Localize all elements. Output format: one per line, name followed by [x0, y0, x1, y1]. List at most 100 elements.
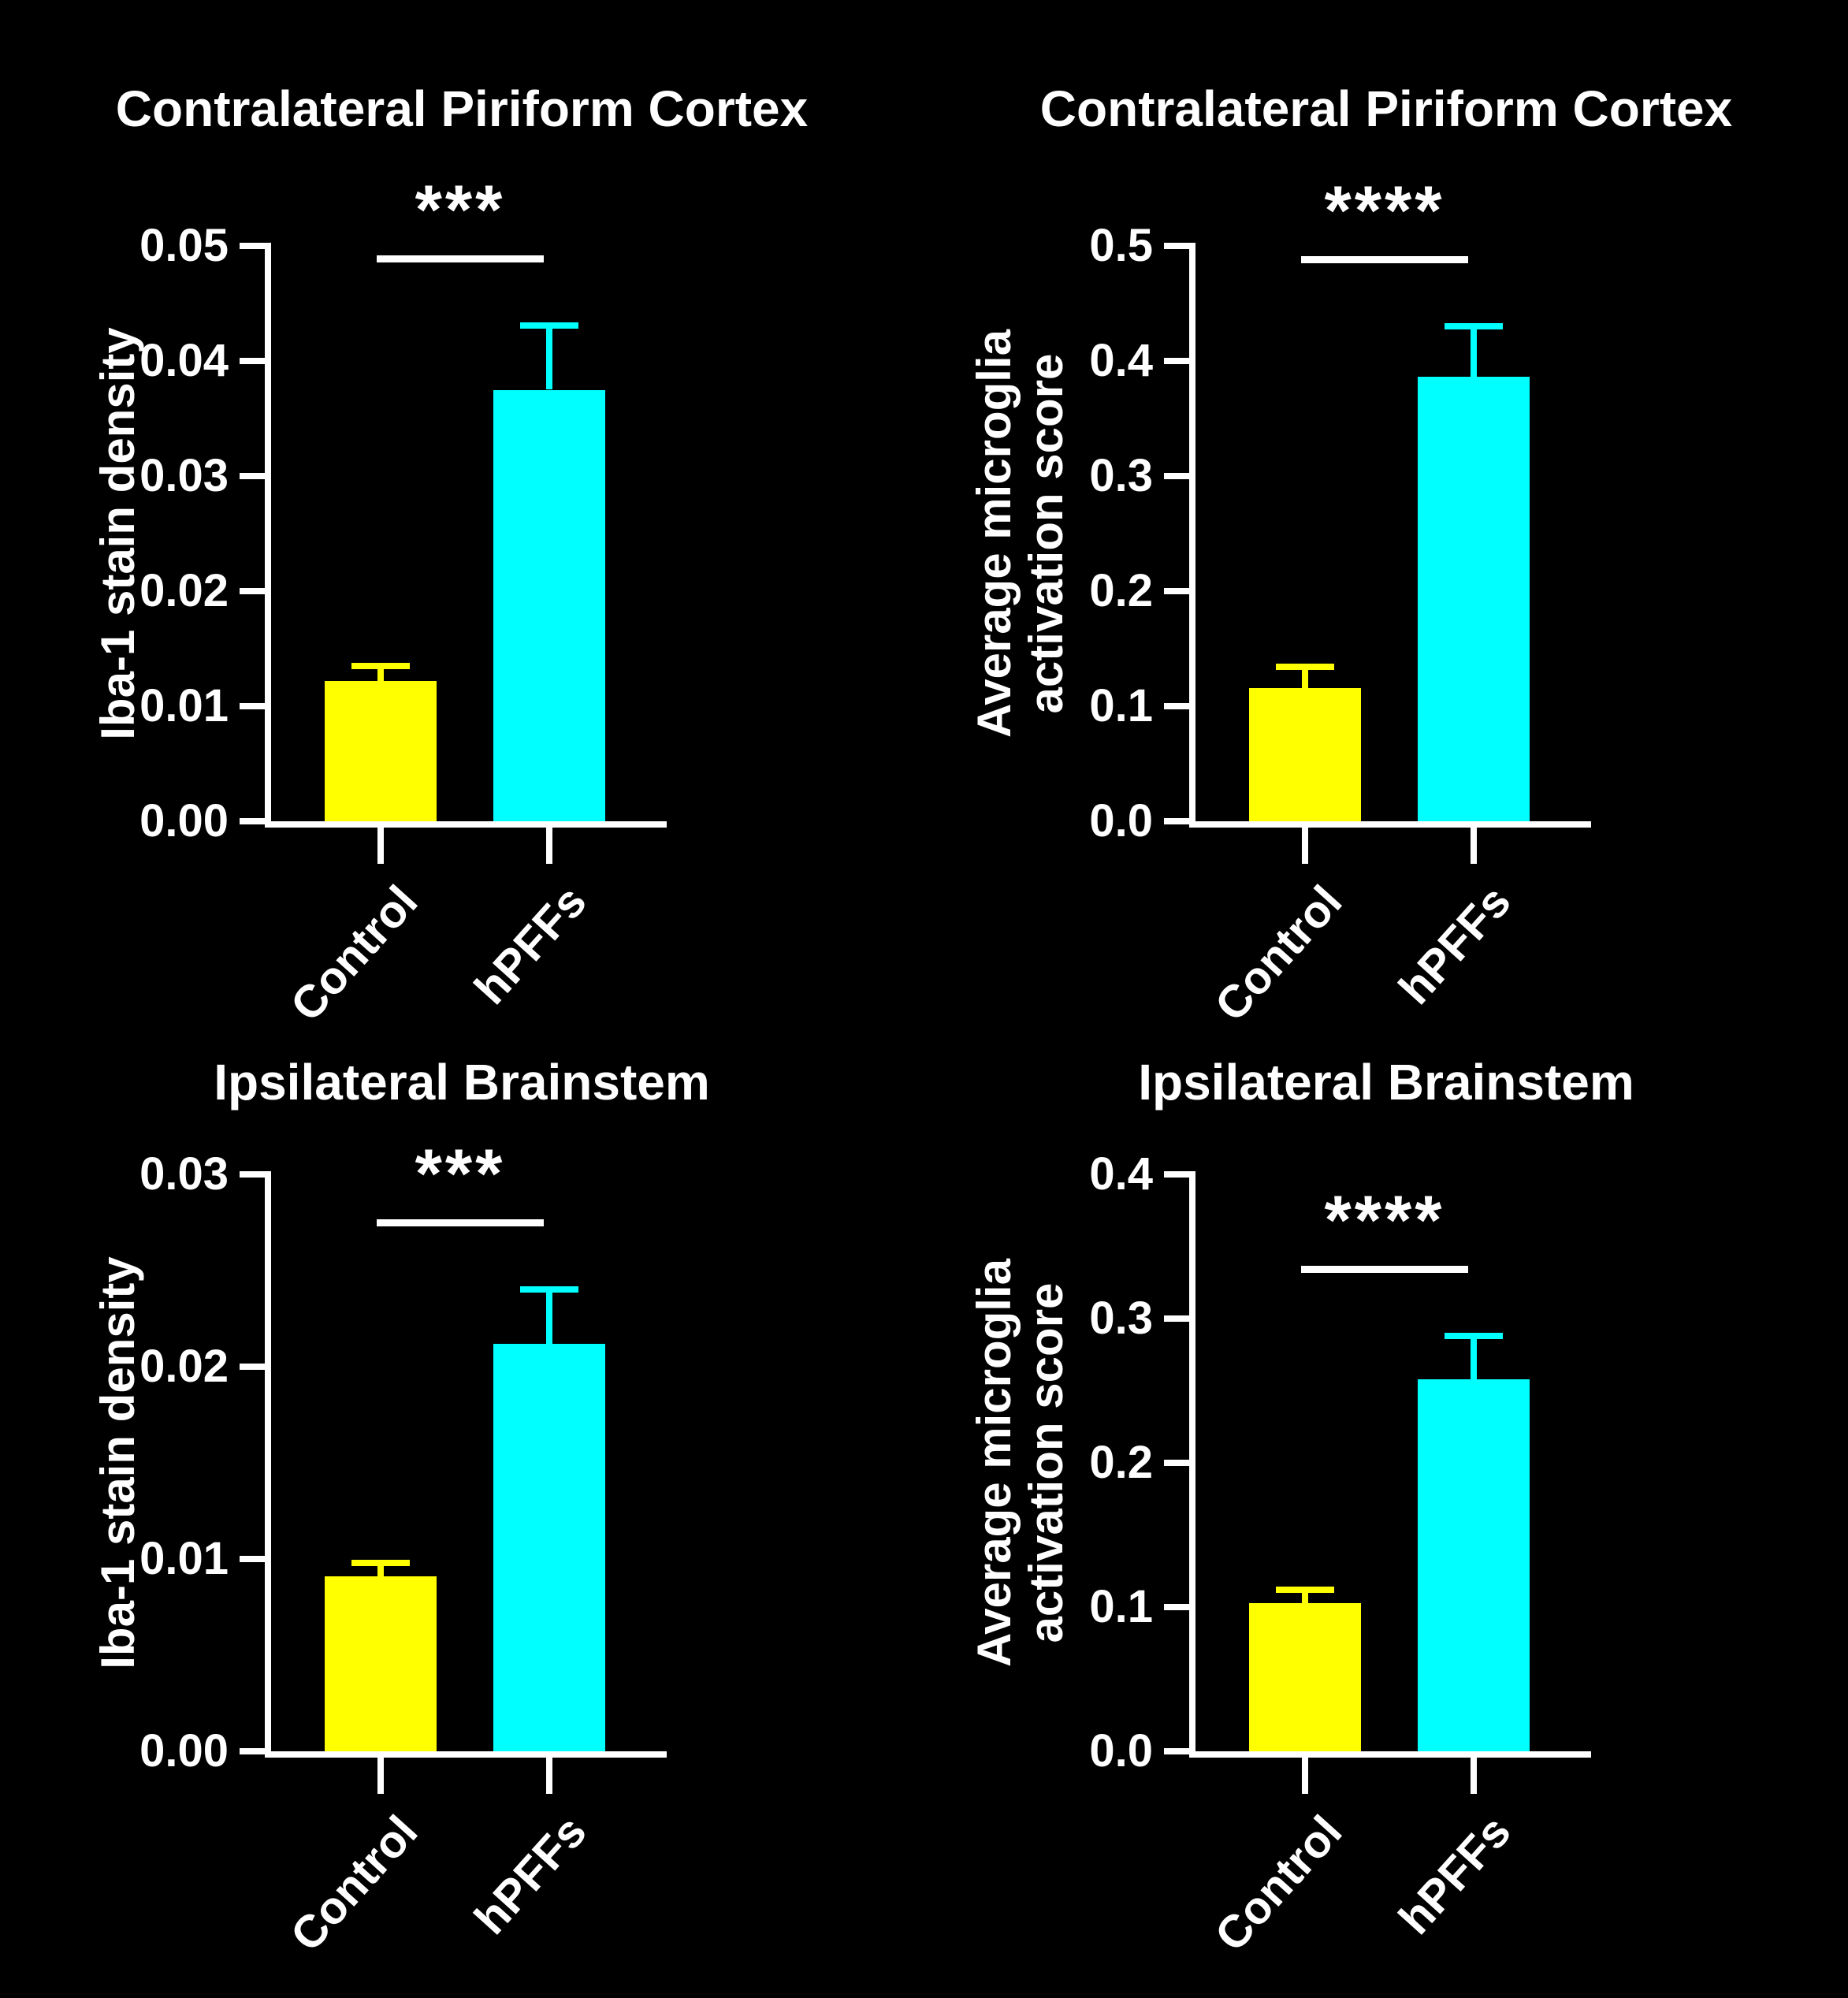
- y-tick-label: 0.3: [1089, 450, 1153, 501]
- error-bar-line: [546, 325, 552, 390]
- chart-panel-contralateral-activation: Contralateral Piriform Cortex Average mic…: [924, 0, 1848, 1031]
- y-tick-label: 0.01: [139, 1533, 229, 1584]
- error-bar-line: [1302, 1590, 1308, 1603]
- y-tick-label: 0.2: [1089, 1437, 1153, 1488]
- error-bar-cap: [1445, 1332, 1503, 1339]
- y-axis-label: Iba-1 stain density: [91, 327, 144, 740]
- y-tick-mark: [240, 703, 265, 709]
- chart-title: Contralateral Piriform Cortex: [115, 80, 809, 137]
- x-category-label: Control: [1205, 1806, 1352, 1962]
- bar-hpffs: [1418, 1379, 1530, 1751]
- error-bar-line: [546, 1289, 552, 1344]
- y-axis-line: [265, 243, 271, 828]
- significance-line: [377, 1219, 544, 1227]
- y-tick-mark: [240, 588, 265, 594]
- x-tick-mark: [377, 828, 384, 864]
- bar-hpffs: [493, 389, 605, 821]
- x-category-label: hPFFs: [1389, 1806, 1521, 1944]
- y-tick-label: 0.0: [1089, 795, 1153, 846]
- y-tick-label: 0.4: [1089, 335, 1153, 386]
- chart-panel-ipsilateral-activation: Ipsilateral Brainstem Average microglia a…: [924, 999, 1848, 1998]
- x-tick-mark: [377, 1758, 384, 1794]
- y-tick-mark: [240, 473, 265, 479]
- y-tick-label: 0.4: [1089, 1148, 1153, 1200]
- significance-asterisks: ***: [415, 169, 506, 248]
- error-bar-cap: [1276, 1587, 1334, 1594]
- significance-asterisks: ****: [1324, 171, 1445, 250]
- x-category-label: hPFFs: [464, 876, 597, 1014]
- y-tick-label: 0.00: [139, 1725, 229, 1777]
- y-tick-mark: [1164, 358, 1189, 364]
- y-tick-mark: [240, 1364, 265, 1370]
- x-tick-mark: [1302, 1758, 1308, 1794]
- y-tick-label: 0.05: [139, 220, 229, 271]
- y-tick-label: 0.03: [139, 1148, 229, 1200]
- x-axis-line: [265, 1751, 667, 1758]
- y-tick-mark: [1164, 588, 1189, 594]
- y-axis-label: Iba-1 stain density: [91, 1256, 144, 1669]
- y-tick-mark: [240, 818, 265, 824]
- chart-title: Contralateral Piriform Cortex: [1039, 80, 1733, 137]
- bar-control: [325, 1576, 437, 1751]
- y-tick-mark: [1164, 1748, 1189, 1754]
- x-tick-mark: [546, 1758, 552, 1794]
- error-bar-line: [1471, 1335, 1477, 1379]
- chart-panel-ipsilateral-iba1: Ipsilateral Brainstem Iba-1 stain density…: [0, 999, 924, 1998]
- y-tick-label: 0.03: [139, 450, 229, 501]
- y-tick-label: 0.04: [139, 335, 229, 386]
- y-tick-mark: [240, 243, 265, 249]
- y-axis-label: Average microglia activation score: [968, 329, 1073, 738]
- significance-line: [1301, 1265, 1468, 1273]
- x-axis-line: [1189, 821, 1591, 828]
- error-bar-line: [1471, 326, 1477, 378]
- error-bar-line: [377, 665, 384, 681]
- y-tick-label: 0.5: [1089, 220, 1153, 271]
- y-tick-label: 0.3: [1089, 1293, 1153, 1344]
- y-tick-mark: [240, 1171, 265, 1178]
- y-tick-label: 0.1: [1089, 1581, 1153, 1632]
- bar-hpffs: [493, 1343, 605, 1751]
- y-tick-mark: [1164, 243, 1189, 249]
- chart-panel-contralateral-iba1: Contralateral Piriform Cortex Iba-1 stain…: [0, 0, 924, 1031]
- chart-title: Ipsilateral Brainstem: [214, 1054, 710, 1111]
- y-tick-mark: [240, 1556, 265, 1562]
- bar-control: [1249, 687, 1361, 821]
- x-tick-mark: [1302, 828, 1308, 864]
- y-tick-label: 0.1: [1089, 680, 1153, 731]
- error-bar-cap: [520, 322, 578, 329]
- error-bar-cap: [520, 1286, 578, 1293]
- significance-line: [1301, 256, 1468, 264]
- y-tick-label: 0.02: [139, 565, 229, 616]
- bar-hpffs: [1418, 377, 1530, 821]
- significance-asterisks: ***: [415, 1134, 506, 1213]
- y-tick-label: 0.01: [139, 680, 229, 731]
- x-tick-mark: [546, 828, 552, 864]
- error-bar-cap: [351, 1559, 410, 1566]
- y-tick-mark: [240, 1748, 265, 1754]
- x-category-label: hPFFs: [1389, 876, 1521, 1014]
- y-tick-mark: [1164, 818, 1189, 824]
- y-tick-label: 0.00: [139, 795, 229, 846]
- y-tick-mark: [1164, 1315, 1189, 1322]
- y-tick-mark: [1164, 1604, 1189, 1610]
- x-category-label: Control: [281, 1806, 428, 1962]
- error-bar-line: [1302, 667, 1308, 688]
- y-tick-mark: [1164, 703, 1189, 709]
- significance-asterisks: ****: [1324, 1180, 1445, 1259]
- x-tick-mark: [1471, 1758, 1477, 1794]
- y-tick-mark: [1164, 1460, 1189, 1466]
- error-bar-cap: [351, 662, 410, 669]
- y-axis-line: [265, 1171, 271, 1758]
- y-tick-mark: [240, 358, 265, 364]
- x-tick-mark: [1471, 828, 1477, 864]
- chart-title: Ipsilateral Brainstem: [1138, 1054, 1634, 1111]
- error-bar-cap: [1445, 323, 1503, 330]
- bar-control: [1249, 1602, 1361, 1751]
- x-axis-line: [265, 821, 667, 828]
- y-axis-line: [1189, 243, 1195, 828]
- bar-control: [325, 680, 437, 821]
- y-tick-mark: [1164, 1171, 1189, 1178]
- y-tick-label: 0.2: [1089, 565, 1153, 616]
- error-bar-cap: [1276, 664, 1334, 671]
